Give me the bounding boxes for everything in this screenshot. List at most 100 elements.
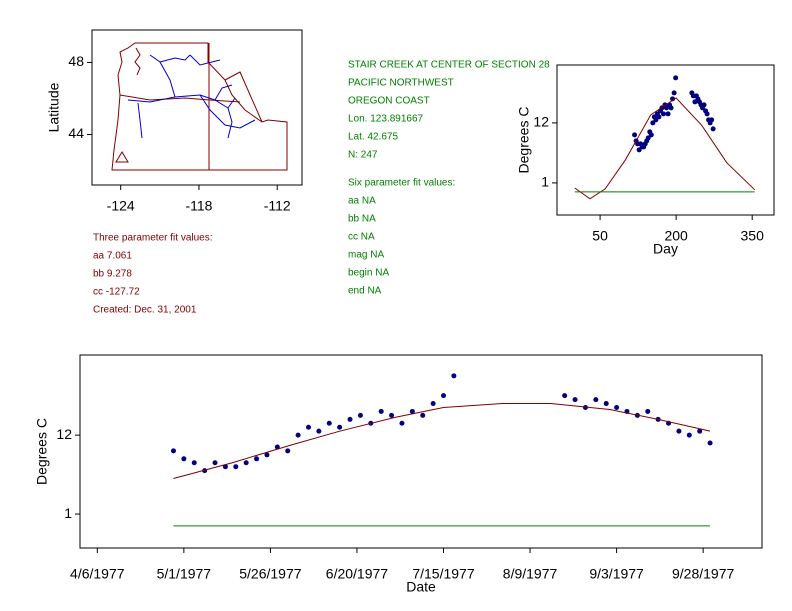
data-point: [420, 412, 426, 418]
data-point: [664, 105, 670, 111]
data-point: [676, 428, 682, 434]
data-point: [686, 432, 692, 438]
info-text: end NA: [348, 286, 382, 297]
x-tick-label: -112: [264, 198, 291, 214]
x-tick-label: 50: [592, 228, 608, 244]
data-point: [285, 448, 291, 454]
info-text: N: 247: [348, 150, 378, 161]
data-point: [305, 424, 311, 430]
data-point: [656, 114, 662, 120]
data-point: [636, 147, 642, 153]
data-point: [697, 428, 703, 434]
x-tick-label: 6/20/1977: [326, 566, 388, 582]
data-point: [645, 135, 651, 141]
x-tick-label: 9/3/1977: [589, 566, 644, 582]
info-text: Lon. 123.891667: [348, 114, 424, 125]
info-text: aa 7.061: [93, 251, 132, 262]
fit-line: [574, 97, 756, 200]
data-point: [399, 420, 405, 426]
info-text: STAIR CREEK AT CENTER OF SECTION 28: [348, 60, 550, 71]
data-point: [451, 373, 457, 379]
info-text: Created: Dec. 31, 2001: [93, 305, 197, 316]
info-text: Lat. 42.675: [348, 132, 398, 143]
sound: [134, 47, 141, 76]
x-tick-label: 7/15/1977: [412, 566, 474, 582]
data-point: [701, 102, 707, 108]
x-axis-label: Date: [406, 579, 436, 595]
data-point: [650, 120, 656, 126]
map-outline: [111, 42, 288, 171]
y-tick-label: 12: [56, 426, 72, 442]
plot-frame: [91, 29, 303, 186]
y-axis-label: Degrees C: [34, 418, 50, 485]
x-tick-label: 4/6/1977: [70, 566, 125, 582]
data-point: [191, 460, 197, 466]
x-tick-label: -118: [185, 198, 212, 214]
info-text: Six parameter fit values:: [348, 178, 455, 189]
x-tick-label: 5/26/1977: [239, 566, 301, 582]
data-point: [707, 440, 713, 446]
data-point: [233, 464, 239, 470]
info-text: Three parameter fit values:: [93, 233, 213, 244]
data-point: [660, 111, 666, 117]
x-tick-label: 9/28/1977: [672, 566, 734, 582]
x-tick-label: 350: [741, 228, 765, 244]
x-tick-label: -124: [107, 198, 135, 214]
y-tick-label: 44: [68, 125, 84, 141]
data-point: [709, 117, 715, 123]
data-point: [704, 111, 710, 117]
data-point: [671, 90, 677, 96]
x-axis-label: Day: [653, 241, 678, 257]
river: [127, 54, 256, 139]
state-border: [119, 43, 263, 170]
data-point: [572, 397, 578, 403]
data-point: [295, 432, 301, 438]
fit-line: [173, 403, 711, 480]
data-point: [337, 424, 343, 430]
data-point: [326, 420, 332, 426]
data-point: [181, 456, 187, 462]
data-point: [254, 456, 260, 462]
data-point: [648, 132, 654, 138]
data-point: [316, 428, 322, 434]
data-point: [347, 416, 353, 422]
station-marker: [115, 150, 129, 163]
info-text: begin NA: [348, 268, 389, 279]
data-point: [243, 460, 249, 466]
data-point: [264, 452, 270, 458]
data-point: [603, 401, 609, 407]
data-point: [668, 105, 674, 111]
data-point: [670, 96, 676, 102]
data-point: [632, 132, 638, 138]
info-text: aa NA: [348, 196, 376, 207]
info-text: bb 9.278: [93, 269, 132, 280]
data-point: [378, 408, 384, 414]
data-point: [645, 408, 651, 414]
y-tick-label: 48: [68, 53, 84, 69]
y-tick-label: 1: [64, 505, 72, 521]
x-tick-label: 8/9/1977: [503, 566, 558, 582]
data-point: [593, 397, 599, 403]
data-point: [389, 412, 395, 418]
data-point: [692, 99, 698, 105]
info-text: PACIFIC NORTHWEST: [348, 78, 454, 89]
data-point: [357, 412, 363, 418]
plot-frame: [556, 64, 775, 216]
info-text: OREGON COAST: [348, 96, 430, 107]
data-point: [441, 393, 447, 399]
info-text: bb NA: [348, 214, 376, 225]
y-tick-label: 12: [533, 114, 549, 130]
data-point: [212, 460, 218, 466]
x-tick-label: 200: [664, 228, 688, 244]
data-point: [274, 444, 280, 450]
data-point: [430, 401, 436, 407]
data-point: [170, 448, 176, 454]
data-point: [614, 404, 620, 410]
x-tick-label: 5/1/1977: [157, 566, 212, 582]
plot-frame: [79, 354, 763, 549]
info-text: cc -127.72: [93, 287, 140, 298]
data-point: [653, 117, 659, 123]
y-tick-label: 1: [541, 174, 549, 190]
